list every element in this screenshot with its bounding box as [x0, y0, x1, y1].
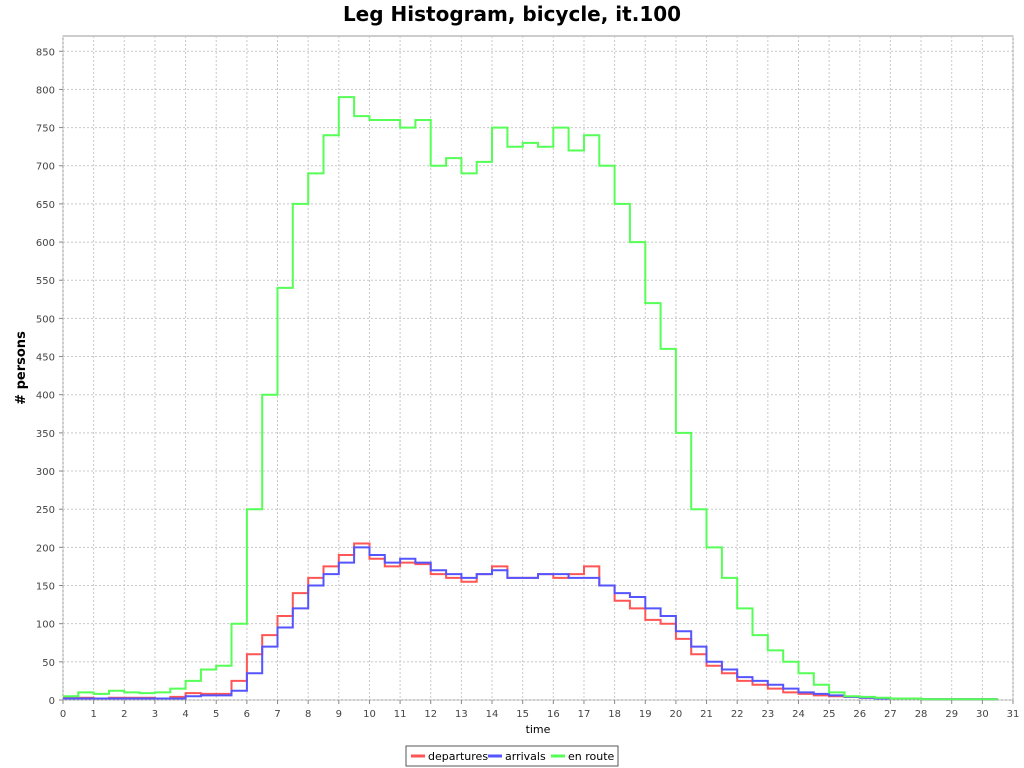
x-tick-label: 27: [884, 709, 897, 720]
y-tick-label: 200: [36, 543, 55, 554]
y-tick-label: 300: [36, 467, 55, 478]
x-tick-label: 8: [305, 709, 311, 720]
x-tick-label: 17: [578, 709, 591, 720]
legend-label-en-route: en route: [568, 750, 615, 763]
y-tick-label: 750: [36, 124, 55, 135]
legend-box: [405, 745, 619, 767]
x-tick-label: 25: [823, 709, 836, 720]
y-tick-label: 50: [42, 658, 55, 669]
legend-label-arrivals: arrivals: [505, 750, 546, 763]
y-tick-label: 550: [36, 276, 55, 287]
x-tick-label: 20: [670, 709, 683, 720]
x-tick-label: 9: [336, 709, 342, 720]
x-tick-label: 24: [792, 709, 805, 720]
y-tick-label: 850: [36, 47, 55, 58]
axes: 0 1 2 3 4 5 6 7 8 9 10 11 12 13 14 15 16 17 18 19 20 21 22 23 24…: [36, 47, 1019, 720]
x-tick-label: 6: [244, 709, 250, 720]
y-tick-label: 0: [49, 696, 55, 707]
y-tick-label: 450: [36, 353, 55, 364]
y-tick-label: 350: [36, 429, 55, 440]
plot-area: [62, 35, 1014, 701]
x-tick-label: 19: [639, 709, 652, 720]
x-tick-label: 23: [761, 709, 774, 720]
y-tick-label: 500: [36, 314, 55, 325]
y-axis-label: # persons: [14, 331, 29, 405]
x-tick-label: 1: [90, 709, 96, 720]
y-tick-label: 150: [36, 582, 55, 593]
x-tick-label: 0: [60, 709, 66, 720]
x-tick-label: 3: [152, 709, 158, 720]
x-tick-label: 26: [853, 709, 866, 720]
x-tick-label: 12: [424, 709, 437, 720]
x-tick-label: 4: [182, 709, 188, 720]
x-tick-label: 28: [915, 709, 928, 720]
legend-label-departures: departures: [428, 750, 488, 763]
x-tick-label: 13: [455, 709, 468, 720]
y-tick-label: 250: [36, 505, 55, 516]
x-tick-label: 7: [274, 709, 280, 720]
x-tick-label: 11: [394, 709, 407, 720]
y-tick-label: 650: [36, 200, 55, 211]
x-tick-label: 31: [1007, 709, 1020, 720]
x-tick-label: 30: [976, 709, 989, 720]
y-tick-label: 800: [36, 85, 55, 96]
x-tick-label: 15: [516, 709, 529, 720]
y-tick-label: 400: [36, 391, 55, 402]
y-tick-label: 600: [36, 238, 55, 249]
x-tick-label: 10: [363, 709, 376, 720]
x-tick-label: 21: [700, 709, 713, 720]
y-tick-label: 700: [36, 162, 55, 173]
x-tick-label: 14: [486, 709, 499, 720]
chart-title: Leg Histogram, bicycle, it.100: [343, 2, 681, 26]
series-line-en-route: [63, 96, 998, 701]
x-axis-label: time: [526, 723, 551, 736]
x-tick-label: 18: [608, 709, 621, 720]
x-tick-label: 2: [121, 709, 127, 720]
series-line-arrivals: [63, 546, 998, 701]
legend: departures arrivals en route: [405, 745, 619, 767]
x-tick-label: 5: [213, 709, 219, 720]
x-tick-label: 16: [547, 709, 560, 720]
series-group: [63, 96, 998, 701]
x-tick-label: 22: [731, 709, 744, 720]
x-tick-label: 29: [945, 709, 958, 720]
y-tick-label: 100: [36, 620, 55, 631]
